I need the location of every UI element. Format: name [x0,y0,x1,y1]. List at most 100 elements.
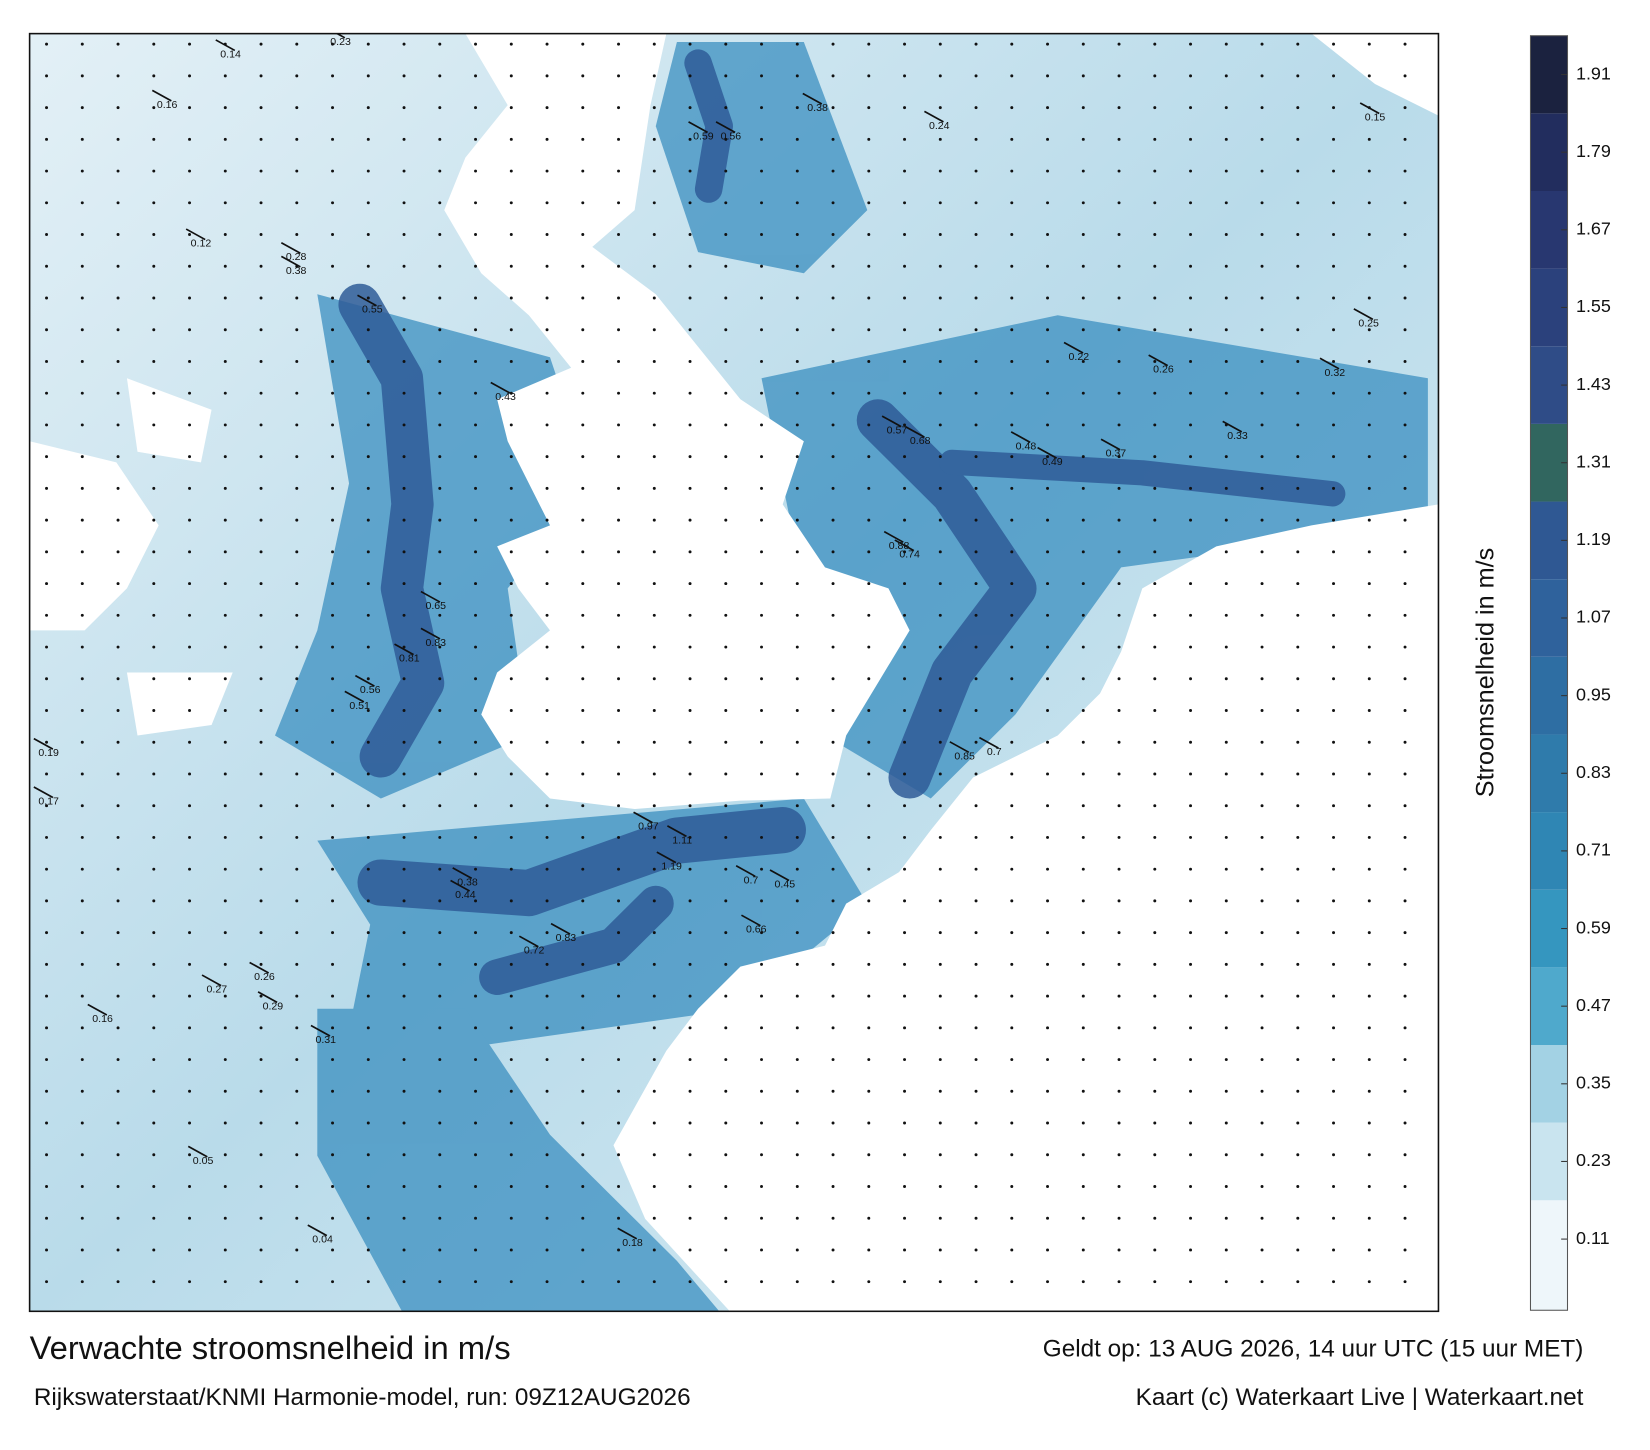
grid-dot [116,867,120,871]
grid-dot [1332,835,1336,839]
grid-dot [366,42,370,46]
grid-dot [1260,740,1264,744]
grid-dot [1332,1153,1336,1157]
grid-dot [760,994,764,998]
grid-dot [617,137,621,141]
grid-dot [652,994,656,998]
colorbar: 0.110.230.350.470.590.710.830.951.071.19… [1530,35,1611,1311]
grid-dot [1260,1216,1264,1220]
grid-dot [1117,169,1121,173]
grid-dot [938,772,942,776]
speed-label: 0.25 [1358,317,1379,329]
grid-dot [617,867,621,871]
grid-dot [760,899,764,903]
colorbar-tick-label: 1.91 [1576,63,1611,83]
grid-dot [688,486,692,490]
grid-dot [1153,264,1157,268]
grid-dot [1046,264,1050,268]
grid-dot [688,201,692,205]
grid-dot [724,835,728,839]
grid-dot [223,359,227,363]
colorbar-tick-label: 0.59 [1576,917,1611,937]
grid-dot [1189,137,1193,141]
speed-label: 0.66 [746,924,767,936]
grid-dot [652,1280,656,1284]
grid-dot [259,201,263,205]
grid-dot [402,1089,406,1093]
grid-dot [80,994,84,998]
grid-dot [45,328,49,332]
grid-dot [402,899,406,903]
grid-dot [1189,106,1193,110]
grid-dot [1260,455,1264,459]
grid-dot [867,106,871,110]
grid-dot [1332,1058,1336,1062]
grid-dot [867,264,871,268]
grid-dot [724,518,728,522]
grid-dot [45,835,49,839]
colorbar-tick-label: 0.83 [1576,762,1611,782]
grid-dot [760,709,764,712]
grid-dot [45,233,49,236]
speed-label: 0.83 [556,932,577,944]
grid-dot [1081,550,1085,554]
grid-dot [652,42,656,46]
grid-dot [1224,1058,1228,1062]
grid-dot [903,772,907,776]
grid-dot [438,550,442,554]
grid-dot [1081,582,1085,586]
grid-dot [116,455,120,459]
grid-dot [581,423,585,427]
grid-dot [188,582,192,586]
grid-dot [1332,455,1336,459]
grid-dot [1153,1153,1157,1157]
grid-dot [259,582,263,586]
grid-dot [617,423,621,427]
grid-dot [974,296,978,300]
grid-dot [1189,645,1193,649]
grid-dot [152,867,156,871]
grid-dot [1296,391,1300,395]
grid-dot [1117,994,1121,998]
grid-dot [223,582,227,586]
grid-dot [1296,1248,1300,1252]
colorbar-frame [1529,35,1569,1311]
grid-dot [1260,264,1264,268]
grid-dot [1260,1185,1264,1188]
grid-dot [867,550,871,554]
grid-dot [152,391,156,395]
grid-dot [1367,1248,1371,1252]
grid-dot [80,1216,84,1220]
grid-dot [795,1026,799,1030]
grid-dot [402,518,406,522]
grid-dot [188,804,192,808]
grid-dot [259,740,263,744]
grid-dot [509,328,513,332]
grid-dot [831,962,835,966]
grid-dot [116,106,120,110]
grid-dot [80,835,84,839]
grid-dot [1296,550,1300,554]
grid-dot [188,106,192,110]
grid-dot [831,264,835,268]
grid-dot [795,106,799,110]
grid-dot [116,233,120,236]
grid-dot [1046,455,1050,459]
grid-dot [45,582,49,586]
grid-dot [938,455,942,459]
grid-dot [581,1153,585,1157]
grid-dot [295,962,299,966]
grid-dot [509,264,513,268]
valid-time: Geldt op: 13 AUG 2026, 14 uur UTC (15 uu… [1043,1336,1584,1363]
grid-dot [1010,962,1014,966]
grid-dot [1367,740,1371,744]
grid-dot [724,931,728,935]
grid-dot [867,772,871,776]
grid-dot [402,804,406,808]
grid-dot [1046,1216,1050,1220]
grid-dot [474,169,478,173]
grid-dot [795,740,799,744]
grid-dot [116,264,120,268]
grid-dot [1117,42,1121,46]
grid-dot [295,677,299,681]
